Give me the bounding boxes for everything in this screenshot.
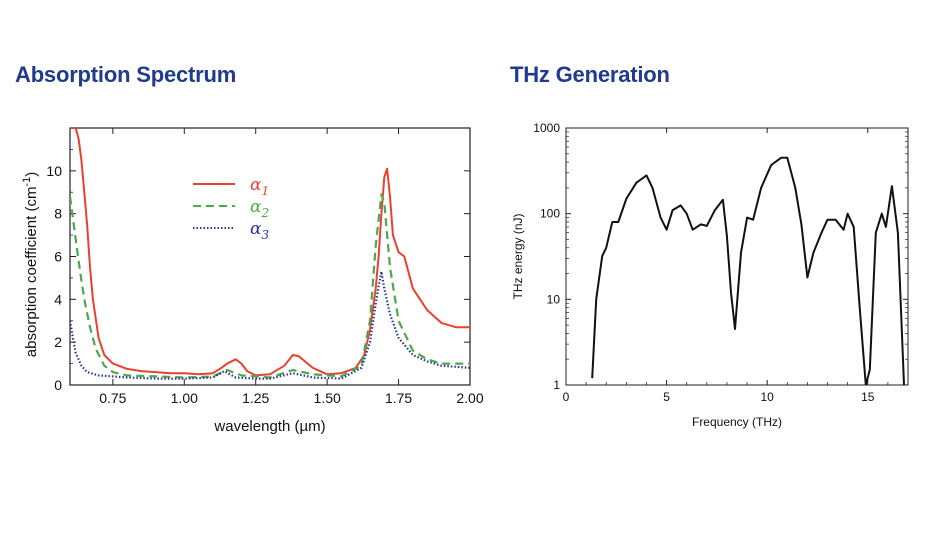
x-axis-label: wavelength (µm)	[213, 418, 325, 435]
legend-symbol: α	[250, 197, 262, 217]
y-axis-label-superscript: -1	[21, 177, 33, 187]
y-tick-label: 4	[54, 291, 62, 307]
x-tick-label: 2.00	[456, 390, 483, 406]
legend-subscript: 3	[261, 228, 269, 242]
y-axis-label: absorption coefficient (cm-1)	[21, 172, 40, 357]
y-tick-label: 10	[547, 292, 561, 306]
series-group	[591, 156, 905, 385]
y-tick-label: 1000	[533, 121, 560, 135]
x-tick-label: 0.75	[99, 390, 126, 406]
thz-generation-heading: THz Generation	[510, 62, 670, 87]
x-tick-label: 0	[563, 390, 570, 404]
x-tick-label: 10	[760, 390, 774, 404]
x-tick-label: 1.00	[171, 390, 198, 406]
legend-subscript: 1	[261, 184, 269, 198]
series-line-alpha-2	[70, 193, 470, 379]
legend-label-alpha-1: α1	[250, 175, 269, 198]
plot-frame	[565, 127, 909, 386]
y-axis-label: THz energy (nJ)	[511, 213, 525, 299]
legend-symbol: α	[250, 175, 262, 195]
legend-subscript: 2	[260, 206, 269, 220]
x-tick-label: 1.50	[314, 390, 341, 406]
x-tick-label: 5	[663, 390, 670, 404]
x-axis-label: Frequency (THz)	[692, 415, 782, 429]
series-group	[70, 128, 470, 380]
y-tick-label: 10	[46, 163, 62, 179]
legend-symbol: α	[250, 219, 262, 239]
y-axis-label-close: )	[23, 172, 40, 177]
thz-energy-line	[591, 156, 905, 385]
series-line-alpha-1	[70, 128, 470, 377]
x-tick-label: 1.75	[385, 390, 412, 406]
absorption-spectrum-heading: Absorption Spectrum	[15, 62, 237, 87]
y-tick-label: 6	[54, 249, 62, 265]
y-tick-label: 100	[540, 207, 560, 221]
y-axis-label-main: absorption coefficient (cm	[23, 187, 40, 358]
x-tick-label: 1.25	[242, 390, 269, 406]
legend-label-alpha-2: α2	[250, 197, 269, 220]
series-line-alpha-3	[70, 270, 470, 380]
y-tick-label: 8	[54, 206, 62, 222]
legend-label-alpha-3: α3	[250, 219, 269, 242]
y-tick-label: 2	[54, 334, 62, 350]
x-tick-label: 15	[861, 390, 875, 404]
y-tick-label: 1	[553, 378, 560, 392]
y-tick-label: 0	[54, 377, 62, 393]
